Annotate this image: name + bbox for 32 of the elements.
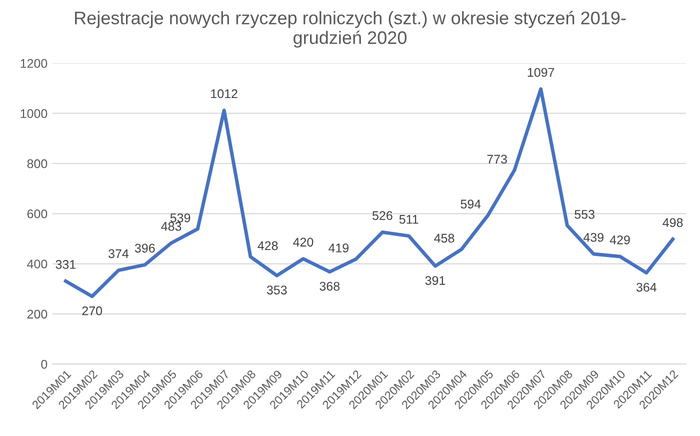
data-label: 429 xyxy=(610,235,630,244)
data-label: 526 xyxy=(372,211,392,220)
data-label: 331 xyxy=(56,260,76,269)
data-label: 539 xyxy=(170,213,190,222)
y-tick-label: 400 xyxy=(27,260,48,268)
data-label: 483 xyxy=(161,222,182,231)
data-label: 428 xyxy=(258,241,278,250)
data-label: 458 xyxy=(434,234,454,243)
data-label: 1097 xyxy=(528,68,554,77)
data-label: 353 xyxy=(266,286,287,294)
data-label: 368 xyxy=(320,282,340,291)
y-tick-label: 1000 xyxy=(20,109,48,118)
data-label: 270 xyxy=(82,306,102,316)
data-label: 419 xyxy=(328,244,349,252)
y-tick-label: 0 xyxy=(41,360,48,369)
y-tick-label: 600 xyxy=(27,209,48,218)
data-label: 773 xyxy=(487,154,507,164)
data-label: 1012 xyxy=(211,89,238,98)
data-label: 511 xyxy=(399,215,418,224)
data-label: 391 xyxy=(425,276,446,285)
y-tick-label: 1200 xyxy=(20,59,48,68)
data-label: 553 xyxy=(574,210,594,219)
y-tick-label: 800 xyxy=(27,159,48,168)
y-tick-label: 200 xyxy=(27,310,48,319)
data-label: 420 xyxy=(293,238,314,247)
data-label: 498 xyxy=(662,218,683,228)
data-label: 374 xyxy=(108,249,129,258)
data-label: 594 xyxy=(460,200,481,209)
data-label: 439 xyxy=(583,232,604,242)
chart-title: Rejestracje nowych rzyczep rolniczych (szt.) w okresie styczeń 2019- grudzień 2020 xyxy=(75,10,626,48)
data-label: 364 xyxy=(636,282,656,292)
data-label: 396 xyxy=(134,244,155,253)
